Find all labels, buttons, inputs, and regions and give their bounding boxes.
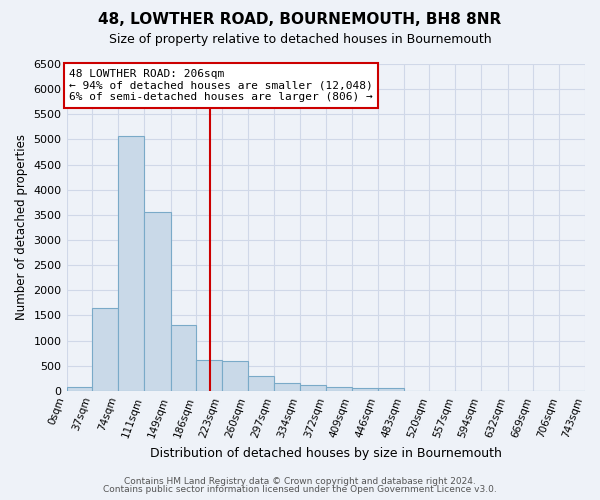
X-axis label: Distribution of detached houses by size in Bournemouth: Distribution of detached houses by size …	[150, 447, 502, 460]
Text: Contains public sector information licensed under the Open Government Licence v3: Contains public sector information licen…	[103, 485, 497, 494]
Bar	[248, 376, 274, 391]
Bar	[352, 388, 378, 391]
Text: 48, LOWTHER ROAD, BOURNEMOUTH, BH8 8NR: 48, LOWTHER ROAD, BOURNEMOUTH, BH8 8NR	[98, 12, 502, 28]
Bar	[378, 388, 404, 391]
Bar	[274, 383, 299, 391]
Bar	[222, 361, 248, 391]
Bar	[196, 360, 222, 391]
Bar	[144, 212, 170, 391]
Bar	[170, 326, 196, 391]
Bar	[92, 308, 118, 391]
Bar	[326, 387, 352, 391]
Bar	[67, 387, 92, 391]
Text: Contains HM Land Registry data © Crown copyright and database right 2024.: Contains HM Land Registry data © Crown c…	[124, 477, 476, 486]
Text: Size of property relative to detached houses in Bournemouth: Size of property relative to detached ho…	[109, 32, 491, 46]
Text: 48 LOWTHER ROAD: 206sqm
← 94% of detached houses are smaller (12,048)
6% of semi: 48 LOWTHER ROAD: 206sqm ← 94% of detache…	[69, 69, 373, 102]
Bar	[118, 136, 144, 391]
Bar	[299, 386, 326, 391]
Y-axis label: Number of detached properties: Number of detached properties	[15, 134, 28, 320]
